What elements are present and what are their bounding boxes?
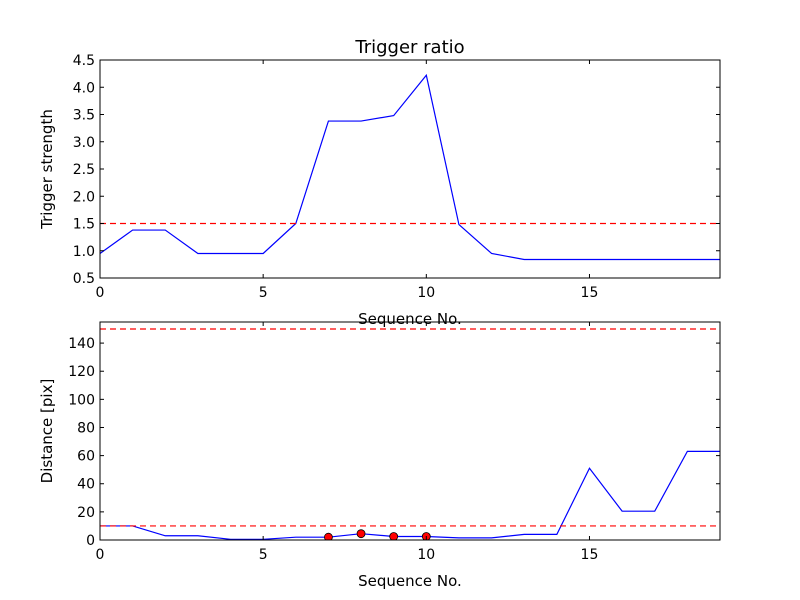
- plot-area: [100, 73, 720, 261]
- x-tick-label: 10: [417, 285, 435, 301]
- y-axis-label: Trigger strength: [38, 109, 56, 230]
- axes-frame: [99, 321, 721, 541]
- data-marker: [389, 532, 399, 540]
- y-tick-label: 1.0: [73, 244, 95, 260]
- y-tick-label: 3.0: [73, 135, 95, 151]
- plot-area: [100, 328, 720, 540]
- y-tick-label: 20: [77, 505, 95, 521]
- y-tick-label: 60: [77, 449, 95, 465]
- y-tick-label: 4.0: [73, 80, 95, 96]
- y-tick-label: 100: [68, 392, 95, 408]
- x-tick-label: 0: [96, 285, 105, 301]
- y-tick-label: 0: [86, 533, 95, 549]
- y-tick-label: 120: [68, 364, 95, 380]
- data-marker: [356, 529, 366, 539]
- series-line: [100, 450, 720, 540]
- y-tick-label: 1.5: [73, 217, 95, 233]
- data-marker: [324, 532, 333, 540]
- y-tick-label: 2.5: [73, 162, 95, 178]
- subplot-1: 0 5 10 15 0.5 1.0 1.5 2.0 2.5 3.0 3.5 4.0 4.5 Sequenc…: [38, 37, 721, 328]
- y-axis-label: Distance [pix]: [38, 379, 56, 484]
- x-tick-label: 5: [259, 547, 268, 563]
- y-tick-label: 2.0: [73, 189, 95, 205]
- y-tick-label: 4.5: [73, 53, 95, 69]
- x-tick-label: 5: [259, 285, 268, 301]
- x-tick-label: 10: [417, 547, 435, 563]
- y-tick-label: 40: [77, 477, 95, 493]
- x-tick-label: 15: [581, 285, 599, 301]
- x-tick-label: 0: [96, 547, 105, 563]
- y-tick-label: 3.5: [73, 108, 95, 124]
- chart-title: Trigger ratio: [354, 37, 464, 58]
- y-tick-label: 80: [77, 420, 95, 436]
- subplot-2: 0 5 10 15 0 20 40 60 80 100 120 140 Sequence No. Dist…: [38, 321, 721, 590]
- x-axis-label: Sequence No.: [358, 310, 462, 328]
- y-tick-label: 140: [68, 336, 95, 352]
- y-tick-label: 0.5: [73, 271, 95, 287]
- x-axis-label: Sequence No.: [358, 572, 462, 590]
- x-tick-label: 15: [581, 547, 599, 563]
- axes-frame: [99, 59, 721, 279]
- series-line: [100, 73, 720, 261]
